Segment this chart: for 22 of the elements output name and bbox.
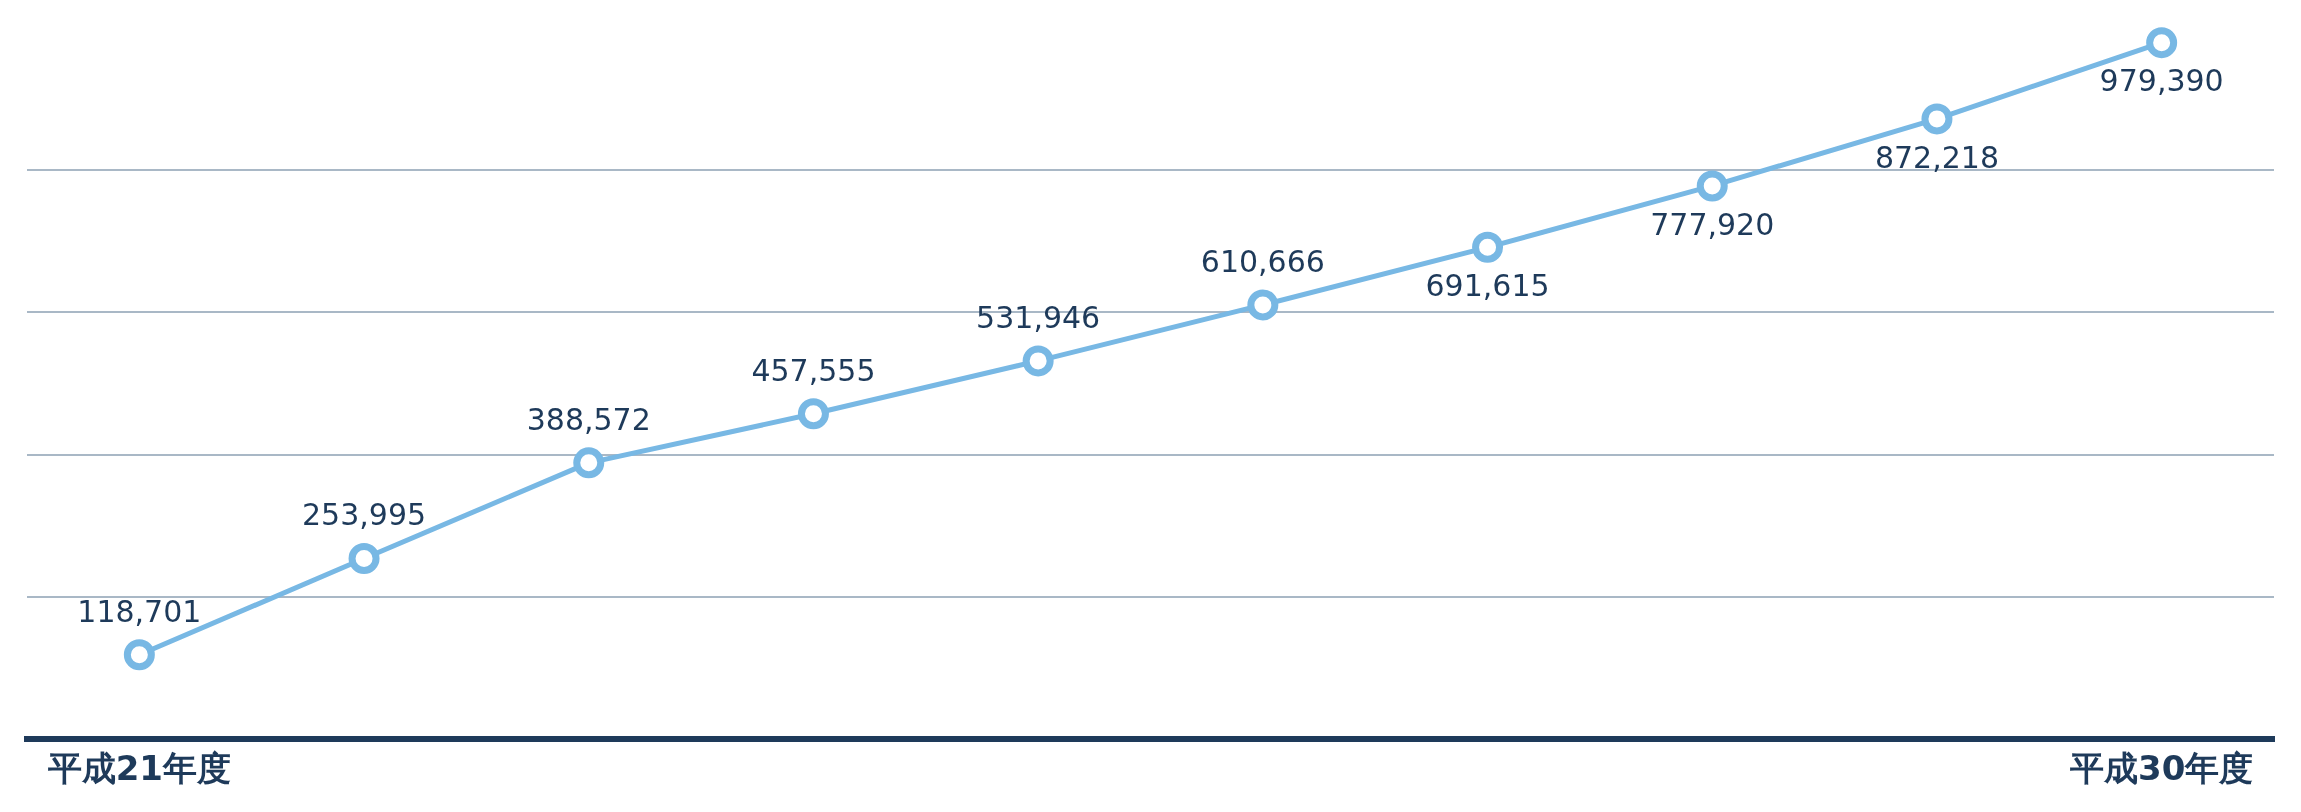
point: [1022, 345, 1054, 377]
point: [1921, 103, 1953, 135]
point: [573, 447, 605, 479]
data-label: 979,390: [2099, 63, 2224, 99]
point: [2146, 27, 2178, 59]
data-label: 253,995: [302, 497, 427, 533]
data-label: 388,572: [526, 401, 651, 437]
point: [348, 543, 380, 575]
x-tick-label: 平成21年度: [46, 748, 232, 789]
data-label: 777,920: [1650, 206, 1775, 242]
point: [123, 639, 155, 671]
data-label: 118,701: [77, 593, 202, 629]
data-label: 872,218: [1874, 139, 1999, 175]
data-label: 531,946: [976, 299, 1101, 335]
point: [797, 398, 829, 430]
x-tick-label: 平成30年度: [2068, 748, 2254, 789]
data-label: 457,555: [751, 352, 876, 388]
point: [1696, 170, 1728, 202]
data-label: 610,666: [1200, 243, 1325, 279]
point: [1472, 231, 1504, 263]
point: [1247, 289, 1279, 321]
data-label: 691,615: [1425, 268, 1550, 304]
